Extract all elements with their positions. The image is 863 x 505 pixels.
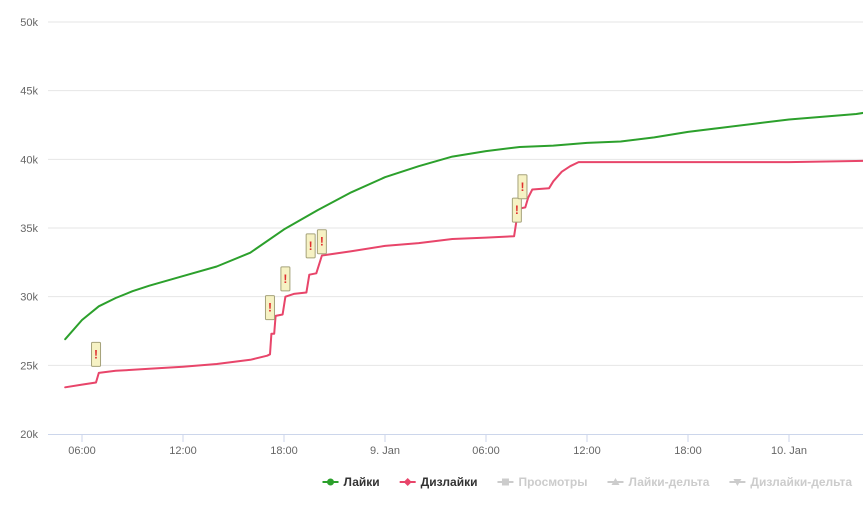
flag-marker[interactable]: ! [91,341,102,367]
x-tick-label: 18:00 [674,445,702,457]
flag-box [305,233,316,259]
legend-marker-triangle-down [733,479,742,486]
flag-marker[interactable]: ! [511,197,522,223]
legend-item[interactable]: Лайки [322,475,380,489]
legend-marker-square [501,478,509,486]
axis-layer: 20k 25k 30k 35k 40k 45k 50k 06:00 12:00 18:00 9. J… [20,17,863,457]
flag-box [280,266,291,292]
flag-box [91,341,102,367]
legend-item[interactable]: Дизлайки-дельта [729,475,852,489]
y-tick-label: 20k [20,429,38,441]
x-tick-label: 9. Jan [370,445,400,457]
flag-label: ! [309,239,313,253]
legend-marker-diamond [403,478,412,486]
legend-label: Лайки [344,475,380,489]
flag-label: ! [268,301,272,315]
flag-marker[interactable]: ! [264,295,275,321]
x-tick-label: 18:00 [270,445,298,457]
x-tick-label: 10. Jan [771,445,807,457]
legend-label: Дизлайки [421,475,478,489]
flag-marker[interactable]: ! [305,233,316,259]
x-tick-label: 12:00 [169,445,197,457]
flag-layer: !!!!!!! [91,174,528,367]
legend-marker-triangle [611,478,620,485]
flag-box [517,174,528,200]
legend-item[interactable]: Просмотры [497,475,587,489]
flag-marker[interactable]: ! [316,229,327,255]
grid-layer [48,21,863,366]
flag-marker[interactable]: ! [280,266,291,292]
x-tick-label: 12:00 [573,445,601,457]
flag-label: ! [520,180,524,194]
series-layer [64,111,863,389]
flag-box [264,295,275,321]
y-tick-label: 25k [20,360,38,372]
flag-box [511,197,522,223]
series-line-1[interactable] [64,159,863,389]
y-tick-label: 50k [20,17,38,29]
flag-label: ! [283,272,287,286]
legend-marker-circle [327,478,335,486]
y-tick-label: 40k [20,154,38,166]
x-tick-label: 06:00 [472,445,500,457]
flag-box [316,229,327,255]
legend-label: Просмотры [518,475,587,489]
legend-label: Дизлайки-дельта [750,475,852,489]
legend-label: Лайки-дельта [628,475,709,489]
x-tick-label: 06:00 [68,445,96,457]
flag-label: ! [94,347,98,361]
flag-marker[interactable]: ! [517,174,528,200]
y-tick-label: 30k [20,292,38,304]
legend-item[interactable]: Дизлайки [399,475,478,489]
legend: Лайки Дизлайки Просмотры Лайки-дельта Дизлай… [322,475,852,489]
flag-label: ! [320,235,324,249]
series-line-0[interactable] [64,111,863,341]
legend-item[interactable]: Лайки-дельта [607,475,710,489]
y-tick-label: 35k [20,223,38,235]
flag-label: ! [515,203,519,217]
y-tick-label: 45k [20,86,38,98]
